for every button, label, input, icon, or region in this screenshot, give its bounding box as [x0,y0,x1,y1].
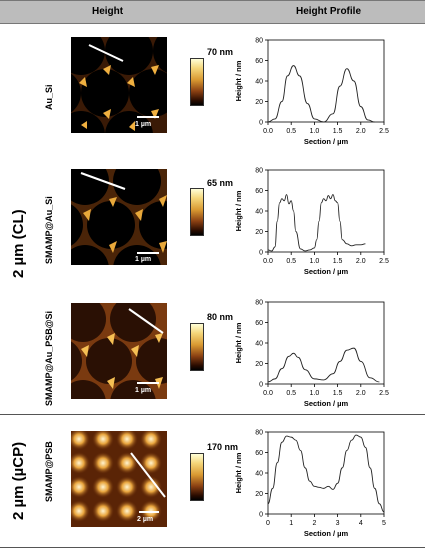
x-tick-label: 2.0 [356,390,366,397]
x-axis-label: Section / µm [304,399,349,408]
x-tick-label: 2.0 [356,128,366,135]
profile-line [267,347,380,383]
x-tick-label: 0.0 [263,258,273,265]
x-axis-label: Section / µm [304,529,349,538]
afm-image-smamp-au-psb-si: 1 µm [71,303,167,399]
colorbar [190,58,204,106]
scale-bar [137,116,159,118]
plot-frame [267,169,385,253]
y-tick-label: 40 [255,79,263,86]
x-tick-label: 2.5 [379,258,389,265]
scale-bar-label: 1 µm [135,387,152,394]
profile-line [267,65,375,123]
height-profile-chart-1: 0.0 0.5 1.0 1.5 2.0 2.5 0 20 40 60 80 Section / µm H… [234,38,389,147]
y-tick-label: 20 [255,491,263,498]
colorbar-label: 70 nm [207,47,234,57]
x-tick-label: 0.5 [286,128,296,135]
y-tick-label: 40 [255,341,263,348]
y-axis-label: Height / nm [234,452,243,493]
y-tick-label: 0 [259,250,263,257]
height-profile-chart-4: 0 1 2 3 4 5 0 20 40 60 80 Section / µm Height / nm [234,430,386,539]
y-tick-label: 60 [255,320,263,327]
height-profile-chart-2: 0.0 0.5 1.0 1.5 2.0 2.5 0 20 40 60 80 Section / µm H… [234,168,389,277]
y-tick-label: 80 [255,168,263,175]
x-tick-label: 1.5 [333,128,343,135]
profile-line [267,194,366,252]
y-tick-label: 40 [255,471,263,478]
y-tick-label: 0 [259,120,263,127]
x-tick-label: 1 [289,520,293,527]
x-tick-label: 1.5 [333,390,343,397]
x-tick-label: 1.5 [333,258,343,265]
group-label-cl: 2 µm (CL) [10,209,27,278]
y-axis-label: Height / nm [234,60,243,101]
x-tick-label: 0.0 [263,390,273,397]
x-tick-label: 0 [266,520,270,527]
y-tick-label: 60 [255,58,263,65]
afm-image-au-si: 1 µm [71,37,167,133]
scale-bar-label: 2 µm [137,516,154,523]
colorbar-label: 65 nm [207,178,234,188]
x-tick-label: 0.5 [286,390,296,397]
x-tick-label: 1.0 [310,258,320,265]
y-axis-label: Height / nm [234,322,243,363]
colorbar-label: 170 nm [207,442,239,452]
y-tick-label: 0 [259,512,263,519]
colorbar-label: 80 nm [207,312,234,322]
y-tick-label: 20 [255,99,263,106]
x-tick-label: 2 [312,520,316,527]
group-divider [0,414,425,415]
scale-bar [139,511,159,513]
y-tick-label: 80 [255,38,263,45]
scale-bar [137,252,159,254]
colorbar [190,188,204,236]
x-tick-label: 0.5 [286,258,296,265]
profile-line [267,434,385,513]
column-header-bar: Height Height Profile [0,0,425,24]
height-profile-chart-3: 0.0 0.5 1.0 1.5 2.0 2.5 0 20 40 60 80 Section / µm H… [234,300,389,409]
height-column-header: Height [92,6,124,17]
y-tick-label: 60 [255,188,263,195]
y-tick-label: 20 [255,229,263,236]
height-profile-column-header: Height Profile [296,6,362,17]
bottom-border [0,547,425,548]
x-axis-label: Section / µm [304,267,349,276]
x-tick-label: 5 [382,520,386,527]
scale-bar-label: 1 µm [135,256,152,263]
y-tick-label: 60 [255,450,263,457]
y-axis-label: Height / nm [234,190,243,231]
x-tick-label: 2.5 [379,390,389,397]
afm-image-smamp-au-si: 1 µm [71,169,167,265]
scale-bar [137,382,159,384]
scale-bar-label: 1 µm [135,121,152,128]
x-tick-label: 3 [336,520,340,527]
y-tick-label: 80 [255,300,263,307]
x-tick-label: 2.0 [356,258,366,265]
y-tick-label: 80 [255,430,263,437]
row-label-au-si: Au_Si [44,84,54,110]
x-axis-label: Section / µm [304,137,349,146]
x-tick-label: 2.5 [379,128,389,135]
plot-frame [267,301,385,385]
x-tick-label: 1.0 [310,128,320,135]
x-tick-label: 4 [359,520,363,527]
plot-frame [267,431,385,515]
y-tick-label: 40 [255,209,263,216]
group-label-ucp: 2 µm (µCP) [10,441,27,520]
row-label-smamp-au-si: SMAMP@Au_Si [44,196,54,264]
x-tick-label: 1.0 [310,390,320,397]
y-tick-label: 20 [255,361,263,368]
x-tick-label: 0.0 [263,128,273,135]
row-label-smamp-psb: SMAMP@PSB [44,441,54,502]
afm-image-smamp-psb: 2 µm [71,431,167,527]
y-tick-label: 0 [259,382,263,389]
row-label-smamp-au-psb-si: SMAMP@Au_PSB@Si [44,310,54,406]
colorbar [190,453,204,501]
colorbar [190,323,204,371]
